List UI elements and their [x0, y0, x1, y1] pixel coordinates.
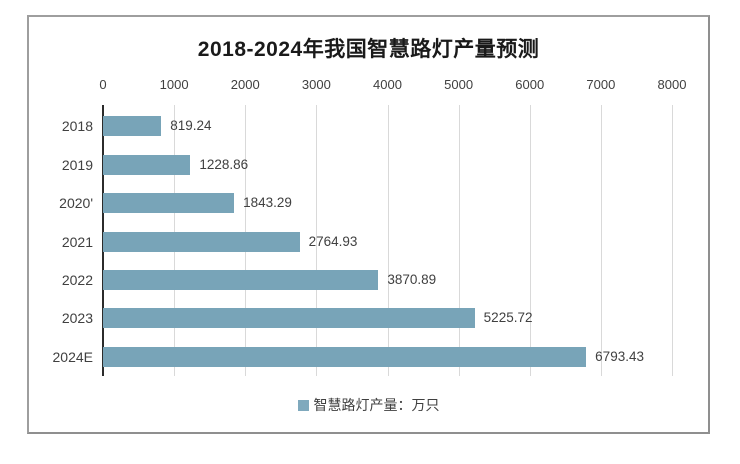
category-label: 2022 [61, 271, 93, 288]
legend-marker-icon [297, 399, 309, 411]
category-label: 2018 [61, 118, 93, 135]
legend-label: 智慧路灯产量：万只 [313, 397, 440, 413]
gridline [529, 105, 531, 376]
x-tick-label: 7000 [586, 77, 616, 92]
value-label: 6793.43 [595, 348, 644, 364]
gridline [458, 105, 460, 376]
value-label: 819.24 [170, 118, 212, 134]
value-label: 1843.29 [243, 195, 292, 211]
category-label: 2020' [59, 195, 93, 212]
legend: 智慧路灯产量：万只 [29, 395, 708, 415]
gridline [672, 105, 673, 376]
category-label: 2019 [61, 156, 93, 173]
bar [103, 193, 235, 214]
bar [103, 116, 162, 137]
category-label: 2024E [52, 348, 93, 365]
value-label: 1228.86 [199, 156, 249, 172]
bar [103, 346, 587, 367]
chart-panel: 2018-2024年我国智慧路灯产量预测 0 1000 2000 3000 4000 50… [27, 15, 710, 434]
bar [103, 308, 475, 329]
bar [103, 269, 379, 290]
x-tick-label: 1000 [159, 77, 189, 92]
x-tick-label: 2000 [230, 77, 260, 92]
gridline [600, 105, 602, 376]
value-label: 3870.89 [387, 271, 437, 287]
bar [103, 231, 300, 252]
x-tick-label: 8000 [657, 77, 687, 92]
gridline [387, 105, 389, 376]
x-tick-label: 3000 [301, 77, 331, 92]
category-label: 2021 [61, 233, 93, 250]
x-tick-label: 6000 [515, 77, 545, 92]
value-label: 5225.72 [483, 310, 533, 326]
x-tick-label: 5000 [444, 77, 474, 92]
x-tick-label: 0 [99, 77, 107, 92]
bar [103, 154, 191, 175]
chart-title: 2018-2024年我国智慧路灯产量预测 [197, 38, 540, 61]
category-label: 2023 [61, 310, 93, 327]
gridline [316, 105, 318, 376]
value-label: 2764.93 [308, 233, 358, 249]
x-tick-label: 4000 [373, 77, 402, 92]
